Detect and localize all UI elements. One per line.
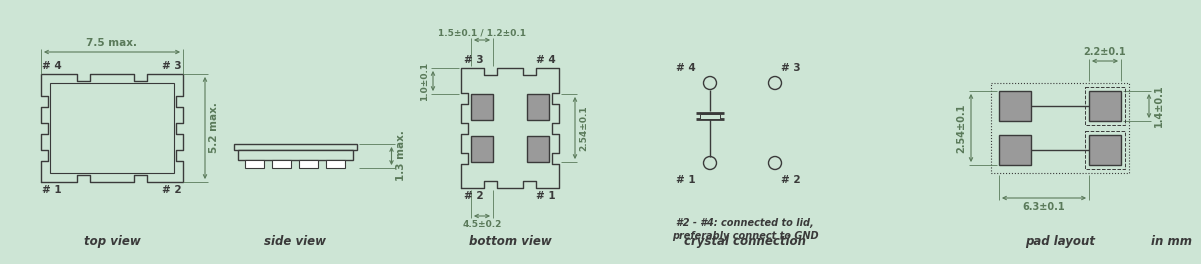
Text: # 1: # 1 <box>42 185 61 195</box>
Bar <box>271 160 292 168</box>
Text: 2.54±0.1: 2.54±0.1 <box>956 103 966 153</box>
Text: 4.5±0.2: 4.5±0.2 <box>462 220 502 229</box>
Bar <box>999 135 1030 165</box>
Text: 2.2±0.1: 2.2±0.1 <box>1083 47 1127 57</box>
Text: pad layout: pad layout <box>1024 235 1095 248</box>
Text: # 4: # 4 <box>676 63 697 73</box>
Text: 1.5±0.1 / 1.2±0.1: 1.5±0.1 / 1.2±0.1 <box>438 28 526 37</box>
Text: # 1: # 1 <box>676 175 697 185</box>
Text: 1.0±0.1: 1.0±0.1 <box>420 62 429 101</box>
Text: # 3: # 3 <box>464 55 484 65</box>
Text: # 4: # 4 <box>42 61 61 71</box>
Bar <box>1085 87 1125 125</box>
Bar <box>233 144 357 150</box>
Bar <box>1085 131 1125 169</box>
Text: preferably connect to GND: preferably connect to GND <box>671 231 818 241</box>
Text: # 2: # 2 <box>162 185 183 195</box>
Text: # 1: # 1 <box>537 191 556 201</box>
Bar <box>245 160 264 168</box>
Bar <box>325 160 345 168</box>
Text: crystal connection: crystal connection <box>685 235 806 248</box>
Bar <box>700 114 721 119</box>
Bar <box>471 136 492 162</box>
Text: # 3: # 3 <box>162 61 183 71</box>
Bar <box>991 83 1129 173</box>
Bar <box>1089 91 1121 121</box>
Polygon shape <box>41 74 183 182</box>
Bar <box>299 160 318 168</box>
Text: # 3: # 3 <box>781 63 801 73</box>
Text: side view: side view <box>264 235 325 248</box>
Text: 6.3±0.1: 6.3±0.1 <box>1023 202 1065 212</box>
Bar <box>999 91 1030 121</box>
Bar <box>50 83 174 173</box>
Text: bottom view: bottom view <box>468 235 551 248</box>
Text: # 2: # 2 <box>781 175 801 185</box>
Bar <box>238 150 353 160</box>
Text: top view: top view <box>84 235 141 248</box>
Text: # 4: # 4 <box>537 55 556 65</box>
Text: 2.54±0.1: 2.54±0.1 <box>579 105 588 151</box>
Bar <box>527 94 549 120</box>
Bar <box>527 136 549 162</box>
Bar <box>471 94 492 120</box>
Text: 1.4±0.1: 1.4±0.1 <box>1154 85 1164 127</box>
Text: in mm: in mm <box>1151 235 1193 248</box>
Text: 7.5 max.: 7.5 max. <box>86 38 137 48</box>
Bar <box>1089 135 1121 165</box>
Polygon shape <box>461 68 558 188</box>
Text: #2 - #4: connected to lid,: #2 - #4: connected to lid, <box>676 218 814 228</box>
Text: 5.2 max.: 5.2 max. <box>209 102 219 153</box>
Text: # 2: # 2 <box>464 191 484 201</box>
Text: 1.3 max.: 1.3 max. <box>396 131 406 181</box>
